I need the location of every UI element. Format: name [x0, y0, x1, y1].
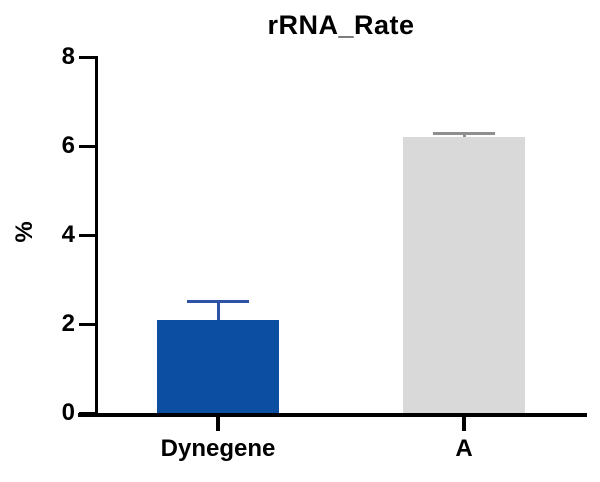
error-bar-cap: [187, 300, 249, 304]
x-tick-mark: [216, 417, 220, 431]
y-axis-line: [95, 56, 98, 417]
y-tick-label: 6: [61, 132, 75, 159]
error-bar-stub: [462, 133, 466, 138]
error-bar-cap: [433, 132, 495, 136]
x-category-label: Dynegene: [160, 435, 276, 462]
y-tick-mark: [79, 322, 95, 326]
bar-a: [403, 137, 525, 413]
y-tick-label: 2: [61, 310, 75, 337]
y-tick-label: 0: [61, 399, 75, 426]
error-bar-stub: [216, 301, 220, 320]
y-tick-label: 8: [61, 43, 75, 70]
x-axis-line: [78, 413, 587, 417]
y-tick-label: 4: [61, 221, 75, 248]
bar-dynegene: [157, 319, 279, 413]
y-tick-mark: [79, 233, 95, 237]
chart-title: rRNA_Rate: [267, 10, 415, 40]
y-tick-mark: [79, 144, 95, 148]
x-tick-mark: [462, 417, 466, 431]
y-tick-mark: [79, 55, 95, 59]
x-category-label: A: [455, 435, 473, 462]
y-tick-mark: [79, 411, 95, 415]
